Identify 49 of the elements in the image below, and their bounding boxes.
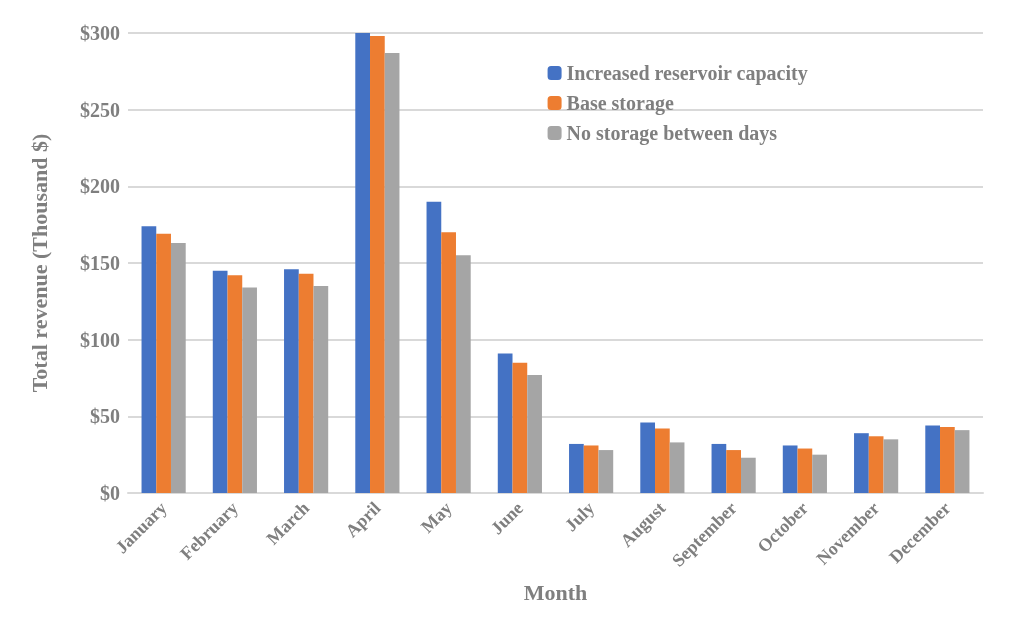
bar xyxy=(868,436,884,493)
bar xyxy=(954,430,970,493)
bar xyxy=(141,226,157,493)
legend-label: No storage between days xyxy=(566,122,778,145)
legend-label: Base storage xyxy=(566,92,674,115)
bar xyxy=(583,445,599,493)
bar xyxy=(370,36,385,493)
bar xyxy=(384,52,400,493)
y-tick-label: $300 xyxy=(80,22,120,44)
bar xyxy=(925,425,941,493)
bar xyxy=(711,443,727,493)
bar xyxy=(883,439,899,493)
bar xyxy=(156,233,171,493)
bar xyxy=(812,454,827,493)
bar xyxy=(598,450,614,493)
bar xyxy=(497,353,513,493)
y-tick-label: $150 xyxy=(80,252,120,274)
bar xyxy=(441,232,456,493)
bar xyxy=(170,243,186,493)
bar xyxy=(426,201,442,493)
y-tick-label: $100 xyxy=(80,328,120,351)
y-tick-label: $0 xyxy=(100,482,120,504)
x-axis-title: Month xyxy=(523,579,588,605)
y-tick-label: $50 xyxy=(90,405,120,428)
bar xyxy=(212,270,228,493)
bar xyxy=(782,445,798,493)
bar xyxy=(284,269,299,493)
bar xyxy=(355,33,371,493)
bar xyxy=(527,374,542,493)
bar xyxy=(726,450,741,493)
bar xyxy=(940,427,955,493)
bar xyxy=(655,428,670,493)
bar xyxy=(569,443,584,493)
bar xyxy=(854,433,869,493)
bar xyxy=(455,255,471,493)
bar xyxy=(512,362,528,493)
bar xyxy=(669,442,685,493)
y-tick-label: $200 xyxy=(80,175,120,198)
bar xyxy=(797,448,813,493)
bar xyxy=(640,422,656,493)
y-axis-title: Total revenue (Thousand $) xyxy=(26,133,52,393)
bar xyxy=(298,273,314,493)
y-tick-label: $250 xyxy=(80,98,120,121)
legend-label: Increased reservoir capacity xyxy=(566,62,808,85)
bar xyxy=(227,275,243,493)
x-tick-label: July xyxy=(560,497,599,536)
bar xyxy=(242,287,257,493)
bar xyxy=(740,457,756,493)
bar xyxy=(313,286,329,493)
